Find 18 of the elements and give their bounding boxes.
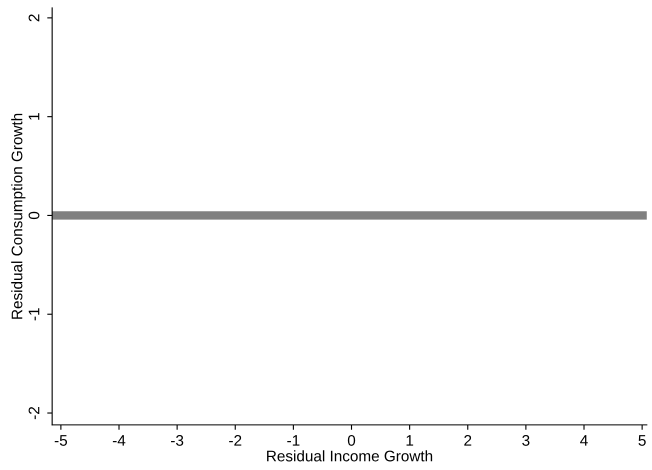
y-tick-label: 1 [28,113,40,120]
x-tick-label: 0 [348,435,356,446]
x-tick-label: 5 [638,435,646,446]
x-tick-label: 1 [406,435,414,446]
x-tick-label: -3 [171,435,184,446]
x-tick-label: 4 [580,435,588,446]
x-tick-label: -4 [112,435,126,446]
y-tick-label: -1 [28,308,40,320]
x-tick-label: 3 [522,435,530,446]
x-tick-label: -5 [54,435,68,446]
y-tick-label: -2 [28,407,40,420]
x-tick-label: -1 [287,435,300,446]
y-axis-title: Residual Consumption Growth [11,114,26,319]
x-tick-label: 2 [464,435,472,446]
x-axis-title: Residual Income Growth [267,450,432,462]
y-tick-label: 0 [28,212,40,220]
x-tick-label: -2 [229,435,242,446]
y-tick-label: 2 [28,14,40,22]
